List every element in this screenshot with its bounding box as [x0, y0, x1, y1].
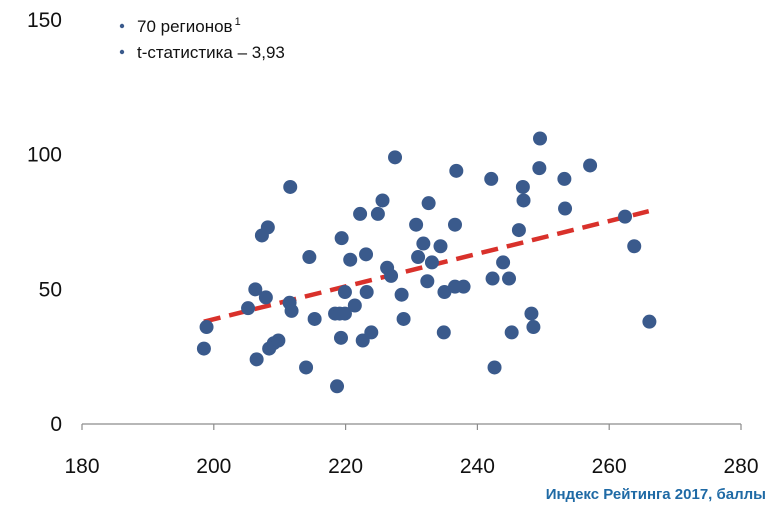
data-point	[532, 161, 547, 176]
y-tick-label: 150	[27, 9, 62, 32]
data-point	[618, 209, 633, 224]
data-point	[334, 231, 349, 246]
data-point	[420, 274, 435, 289]
y-tick-label: 0	[50, 413, 62, 436]
x-axis-ticks: 180 200 220 240 260 280	[64, 455, 758, 478]
x-tick-label: 220	[328, 455, 363, 478]
legend: 70 регионов 1 t-статистика – 3,93	[119, 16, 285, 62]
data-point	[364, 325, 379, 340]
legend-marker	[119, 23, 125, 29]
data-point	[409, 217, 424, 232]
data-point	[271, 333, 286, 348]
data-point	[388, 150, 403, 165]
data-point	[302, 250, 317, 265]
data-point	[485, 271, 500, 286]
data-point	[583, 158, 598, 173]
data-point	[337, 306, 352, 321]
legend-entry: t-статистика – 3,93	[137, 43, 285, 62]
x-tick-label: 200	[196, 455, 231, 478]
data-point	[533, 131, 548, 146]
data-point	[421, 196, 436, 211]
data-point	[384, 268, 399, 283]
data-point	[284, 303, 299, 318]
data-point	[411, 250, 426, 265]
legend-entry: 70 регионов 1	[137, 16, 241, 36]
data-point	[359, 247, 374, 262]
data-point	[502, 271, 517, 286]
data-point	[307, 311, 322, 326]
data-point	[557, 171, 572, 186]
legend-marker	[119, 49, 125, 55]
data-point	[416, 236, 431, 251]
data-point	[249, 352, 264, 367]
data-point	[343, 252, 358, 267]
data-point	[353, 206, 368, 221]
x-axis-tick-marks	[81, 424, 742, 430]
data-point	[330, 379, 345, 394]
data-point	[515, 179, 530, 194]
y-axis-ticks: 0 50 100 150	[27, 9, 62, 436]
data-point	[642, 314, 657, 329]
legend-entry-text: 70 регионов	[137, 17, 233, 36]
data-point	[558, 201, 573, 216]
data-point	[260, 220, 275, 235]
data-point	[484, 171, 499, 186]
data-point	[347, 298, 362, 313]
legend-footnote-marker: 1	[235, 16, 241, 28]
data-point	[433, 239, 448, 254]
data-point	[449, 163, 464, 178]
data-point	[627, 239, 642, 254]
x-tick-label: 280	[723, 455, 758, 478]
y-tick-label: 50	[39, 278, 62, 301]
data-point	[524, 306, 539, 321]
data-point	[456, 279, 471, 294]
data-point	[283, 179, 298, 194]
data-point	[516, 193, 531, 208]
data-point	[333, 330, 348, 345]
data-point	[394, 287, 409, 302]
data-point	[370, 206, 385, 221]
data-point	[487, 360, 502, 375]
data-point	[504, 325, 519, 340]
data-point	[436, 325, 451, 340]
data-point	[424, 255, 439, 270]
data-point	[337, 285, 352, 300]
x-tick-label: 260	[592, 455, 627, 478]
data-point	[511, 223, 526, 238]
data-point	[496, 255, 511, 270]
data-point	[437, 285, 452, 300]
legend-entry-text: t-статистика – 3,93	[137, 43, 285, 62]
data-point	[199, 320, 214, 335]
data-point	[526, 320, 541, 335]
data-point	[258, 290, 273, 305]
data-point	[359, 285, 374, 300]
data-point	[396, 311, 411, 326]
x-axis-label: Индекс Рейтинга 2017, баллы	[546, 486, 766, 503]
data-points	[196, 131, 657, 394]
data-point	[196, 341, 211, 356]
data-point	[299, 360, 314, 375]
data-point	[248, 282, 263, 297]
x-tick-label: 240	[460, 455, 495, 478]
data-point	[447, 217, 462, 232]
data-point	[375, 193, 390, 208]
x-tick-label: 180	[64, 455, 99, 478]
data-point	[241, 301, 256, 316]
y-tick-label: 100	[27, 144, 62, 167]
